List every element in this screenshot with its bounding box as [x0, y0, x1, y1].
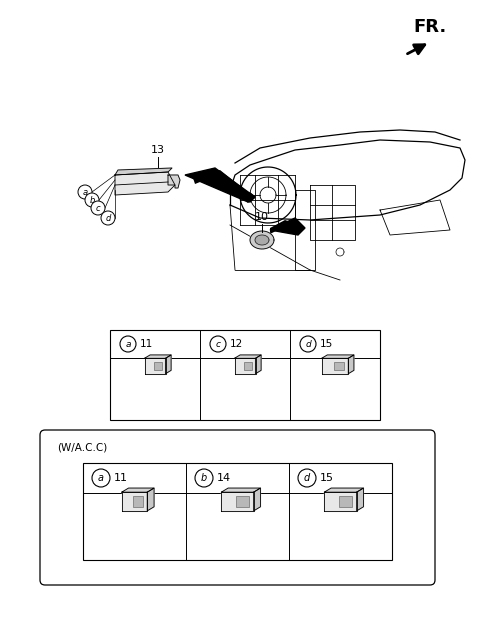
Circle shape [85, 193, 99, 207]
Polygon shape [115, 172, 175, 195]
Text: 12: 12 [230, 339, 243, 349]
Circle shape [78, 185, 92, 199]
Polygon shape [185, 168, 255, 202]
Circle shape [195, 469, 213, 487]
Bar [339, 496, 352, 507]
Text: 14: 14 [217, 473, 231, 483]
Polygon shape [253, 488, 261, 511]
Polygon shape [221, 488, 261, 492]
Bar [244, 362, 252, 370]
Text: 11: 11 [114, 473, 128, 483]
Text: a: a [98, 473, 104, 483]
Bar [154, 362, 162, 370]
Polygon shape [122, 492, 147, 511]
Bar [110, 330, 380, 420]
Polygon shape [255, 235, 269, 245]
Polygon shape [322, 358, 348, 374]
Polygon shape [250, 231, 274, 249]
Text: 15: 15 [320, 339, 333, 349]
Bar [83, 463, 392, 560]
Text: b: b [201, 473, 207, 483]
Text: a: a [83, 187, 87, 197]
Text: 13: 13 [151, 145, 165, 155]
Text: d: d [304, 473, 310, 483]
Polygon shape [324, 492, 357, 511]
Text: c: c [216, 339, 220, 349]
Text: 15: 15 [320, 473, 334, 483]
Text: 11: 11 [140, 339, 153, 349]
Polygon shape [144, 355, 171, 358]
Text: d: d [305, 339, 311, 349]
Circle shape [298, 469, 316, 487]
Circle shape [120, 336, 136, 352]
Text: (W/A.C.C): (W/A.C.C) [57, 443, 107, 453]
FancyBboxPatch shape [40, 430, 435, 585]
Circle shape [92, 469, 110, 487]
Text: b: b [89, 195, 95, 205]
Polygon shape [115, 168, 172, 175]
Bar [236, 496, 249, 507]
Polygon shape [322, 355, 354, 358]
Polygon shape [147, 488, 154, 511]
Polygon shape [193, 170, 255, 203]
Polygon shape [166, 355, 171, 374]
Circle shape [91, 201, 105, 215]
Polygon shape [221, 492, 253, 511]
Text: 10: 10 [255, 212, 269, 222]
Polygon shape [255, 355, 261, 374]
Polygon shape [235, 358, 255, 374]
Circle shape [210, 336, 226, 352]
Text: c: c [96, 203, 100, 213]
Text: FR.: FR. [414, 18, 447, 36]
Circle shape [300, 336, 316, 352]
Polygon shape [348, 355, 354, 374]
Polygon shape [270, 220, 300, 234]
Polygon shape [324, 488, 363, 492]
Circle shape [101, 211, 115, 225]
Polygon shape [235, 355, 261, 358]
Polygon shape [243, 193, 255, 202]
Polygon shape [122, 488, 154, 492]
Polygon shape [168, 175, 180, 188]
Text: a: a [125, 339, 131, 349]
Bar [334, 362, 344, 370]
Polygon shape [144, 358, 166, 374]
Text: d: d [105, 213, 111, 222]
Bar [133, 496, 144, 507]
Polygon shape [270, 218, 305, 235]
Polygon shape [357, 488, 363, 511]
